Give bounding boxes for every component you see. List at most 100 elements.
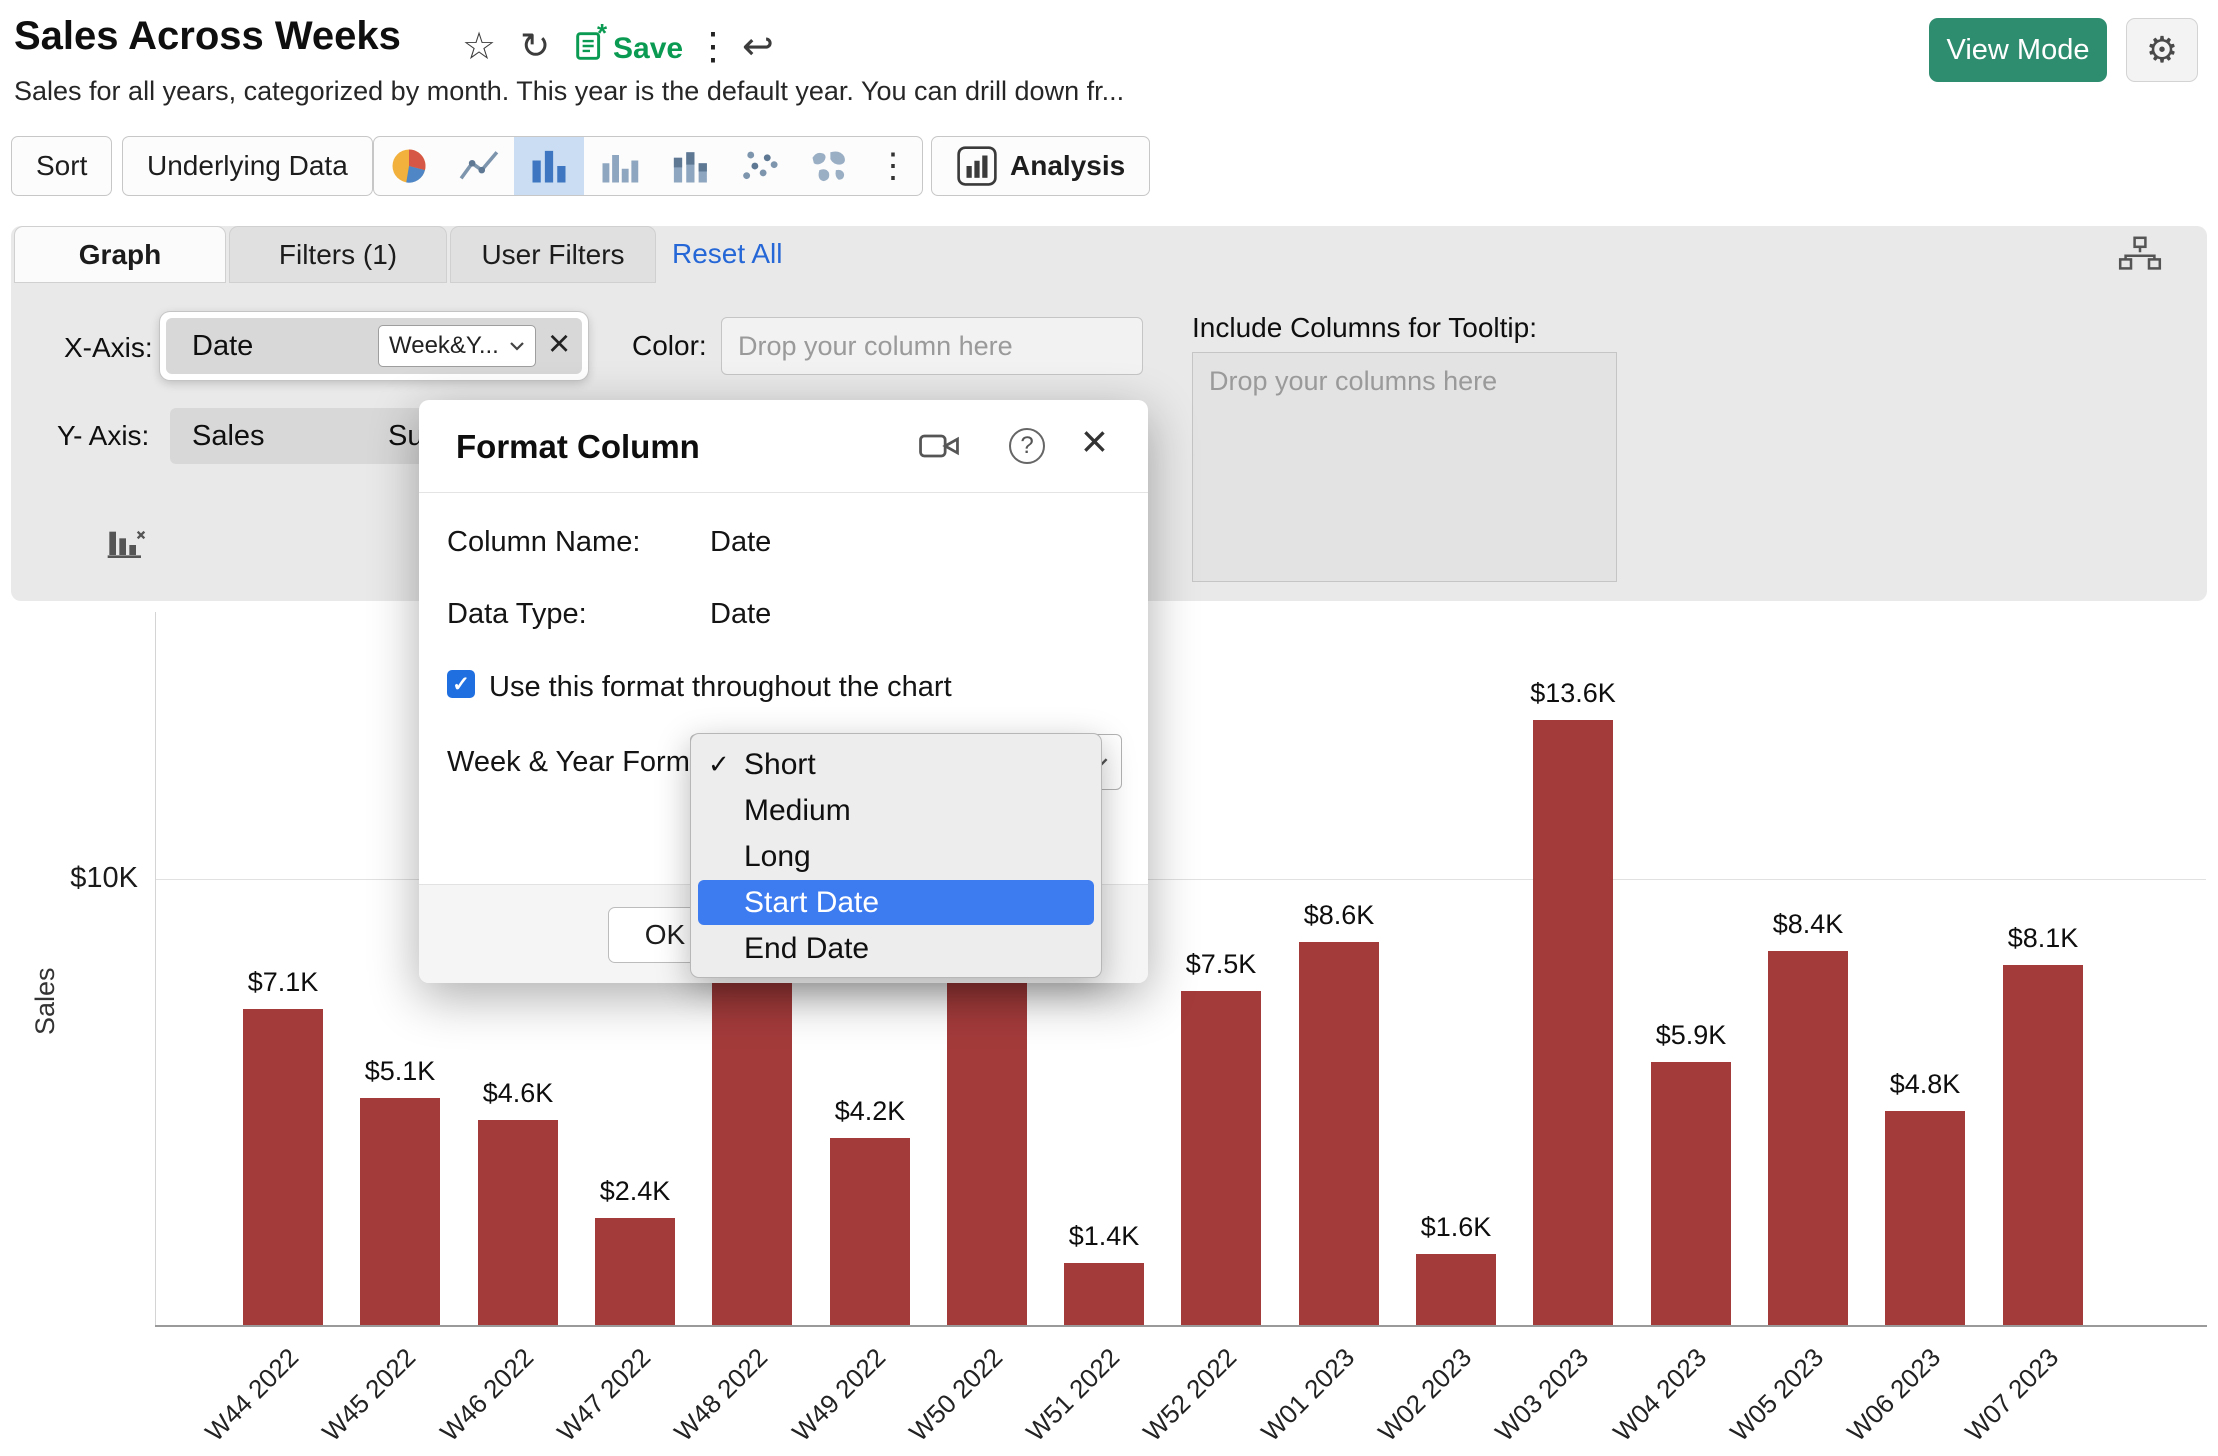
bar-value-label: $1.6K [1420, 1212, 1492, 1242]
bar-w44-2022[interactable] [243, 1009, 323, 1325]
bar-value-label: $5.9K [1655, 1020, 1727, 1050]
bar-w04-2023[interactable] [1651, 1062, 1731, 1325]
y-axis-label: Y- Axis: [57, 420, 150, 451]
color-drop-zone[interactable]: Drop your column here [721, 317, 1143, 375]
bar-w45-2022[interactable] [360, 1098, 440, 1325]
x-axis-function-dropdown[interactable]: Week&Y... [378, 325, 536, 367]
bar-w49-2022[interactable] [830, 1138, 910, 1325]
tab-filters[interactable]: Filters (1) [229, 226, 447, 283]
analysis-label: Analysis [1010, 150, 1126, 181]
tab-graph[interactable]: Graph [14, 226, 226, 283]
x-axis-tick-label: W52 2022 [1137, 1342, 1243, 1448]
bar-value-label: $7.5K [1185, 949, 1257, 979]
x-axis-tick-label: W51 2022 [1020, 1342, 1126, 1448]
pie-chart-icon[interactable] [374, 137, 444, 195]
column-name-label: Column Name: [447, 526, 641, 558]
help-icon[interactable]: ? [1009, 428, 1045, 464]
x-axis-function-value: Week&Y... [389, 332, 499, 359]
dropdown-option-label: Short [744, 747, 816, 781]
dialog-divider [419, 492, 1148, 493]
bar-chart-icon[interactable] [514, 137, 584, 195]
dropdown-option-start-date[interactable]: Start Date [698, 880, 1094, 925]
undo-icon[interactable]: ↩ [742, 26, 774, 68]
dialog-title: Format Column [456, 428, 700, 465]
refresh-icon[interactable]: ↻ [520, 25, 551, 66]
bar-value-label: $4.2K [834, 1096, 906, 1126]
x-axis-tick-label: W46 2022 [434, 1342, 540, 1448]
settings-gear-icon[interactable]: ⚙ [2126, 18, 2198, 82]
x-axis-tick-label: W48 2022 [668, 1342, 774, 1448]
mini-bar-chart-icon[interactable] [106, 518, 146, 567]
chevron-down-icon [510, 342, 524, 351]
bar-value-label: $2.4K [599, 1176, 671, 1206]
bar-w02-2023[interactable] [1416, 1254, 1496, 1325]
tooltip-drop-placeholder: Drop your columns here [1209, 366, 1498, 396]
x-axis-tick-label: W06 2023 [1841, 1342, 1947, 1448]
dropdown-option-label: Start Date [744, 885, 880, 919]
bar-value-label: $5.1K [364, 1056, 436, 1086]
bar-value-label: $1.4K [1068, 1221, 1140, 1251]
week-year-format-label: Week & Year Forma [447, 746, 706, 778]
bar-value-label: $8.6K [1303, 900, 1375, 930]
dropdown-option-short[interactable]: ✓ Short [698, 742, 1094, 787]
x-axis-tick-label: W49 2022 [786, 1342, 892, 1448]
x-axis-tick-label: W05 2023 [1724, 1342, 1830, 1448]
column-name-value: Date [710, 526, 772, 558]
use-format-checkbox[interactable]: ✓ [447, 670, 475, 698]
y-axis-function-partial: Su [388, 420, 424, 452]
dropdown-option-medium[interactable]: Medium [698, 788, 1094, 833]
save-doc-icon: * [575, 20, 607, 68]
view-mode-button[interactable]: View Mode [1929, 18, 2107, 82]
bar-w06-2023[interactable] [1885, 1111, 1965, 1325]
bar-value-label: $8.4K [1772, 909, 1844, 939]
dropdown-option-label: Long [744, 839, 811, 873]
world-map-icon[interactable] [794, 137, 864, 195]
gridline-10k [156, 879, 2206, 880]
format-options-dropdown: ✓ Short Medium Long Start Date End Date [690, 733, 1102, 978]
chart-type-strip: ⋮ [373, 136, 923, 196]
unsaved-asterisk-icon: * [597, 18, 608, 48]
x-axis-tick-label: W07 2023 [1959, 1342, 2065, 1448]
analysis-button[interactable]: Analysis [931, 136, 1151, 196]
x-axis-tick-label: W04 2023 [1607, 1342, 1713, 1448]
bar-w03-2023[interactable] [1533, 720, 1613, 1325]
tooltip-columns-drop-zone[interactable]: Drop your columns here [1192, 352, 1617, 582]
tab-user-filters[interactable]: User Filters [450, 226, 656, 283]
bar-w46-2022[interactable] [478, 1120, 558, 1325]
bar-w52-2022[interactable] [1181, 991, 1261, 1325]
save-label: Save [613, 32, 684, 65]
sort-button[interactable]: Sort [11, 136, 113, 196]
bar-value-label: $4.6K [482, 1078, 554, 1108]
x-axis-tick-label: W02 2023 [1372, 1342, 1478, 1448]
bar-w07-2023[interactable] [2003, 965, 2083, 1325]
video-help-icon[interactable] [919, 432, 959, 465]
dialog-close-icon[interactable]: × [1081, 415, 1108, 467]
bar-value-label: $7.1K [247, 967, 319, 997]
dropdown-option-end-date[interactable]: End Date [698, 926, 1094, 971]
bar-value-label: $4.8K [1889, 1069, 1961, 1099]
more-options-icon[interactable]: ⋮ [694, 26, 732, 68]
hierarchy-icon[interactable] [2118, 236, 2162, 277]
line-chart-icon[interactable] [444, 137, 514, 195]
bar-w51-2022[interactable] [1064, 1263, 1144, 1325]
save-button[interactable]: * Save [575, 20, 684, 68]
scatter-plot-icon[interactable] [724, 137, 794, 195]
x-axis-remove-icon[interactable]: × [548, 323, 571, 365]
bar-w47-2022[interactable] [595, 1218, 675, 1325]
x-axis-tick-label: W45 2022 [316, 1342, 422, 1448]
bar-value-label: $13.6K [1530, 678, 1616, 708]
y-axis-title: Sales [30, 967, 60, 1035]
grouped-bar-chart-icon[interactable] [584, 137, 654, 195]
report-description: Sales for all years, categorized by mont… [14, 76, 1125, 106]
reset-all-link[interactable]: Reset All [672, 238, 783, 269]
stacked-bar-chart-icon[interactable] [654, 137, 724, 195]
bar-value-label: $8.1K [2007, 923, 2079, 953]
bar-w01-2023[interactable] [1299, 942, 1379, 1325]
dropdown-option-long[interactable]: Long [698, 834, 1094, 879]
underlying-data-button[interactable]: Underlying Data [122, 136, 373, 196]
favorite-star-icon[interactable]: ☆ [462, 26, 497, 68]
more-chart-types-icon[interactable]: ⋮ [876, 147, 910, 185]
bar-w05-2023[interactable] [1768, 951, 1848, 1325]
analysis-icon [956, 145, 998, 187]
y-axis-tick-10k: $10K [70, 862, 138, 894]
